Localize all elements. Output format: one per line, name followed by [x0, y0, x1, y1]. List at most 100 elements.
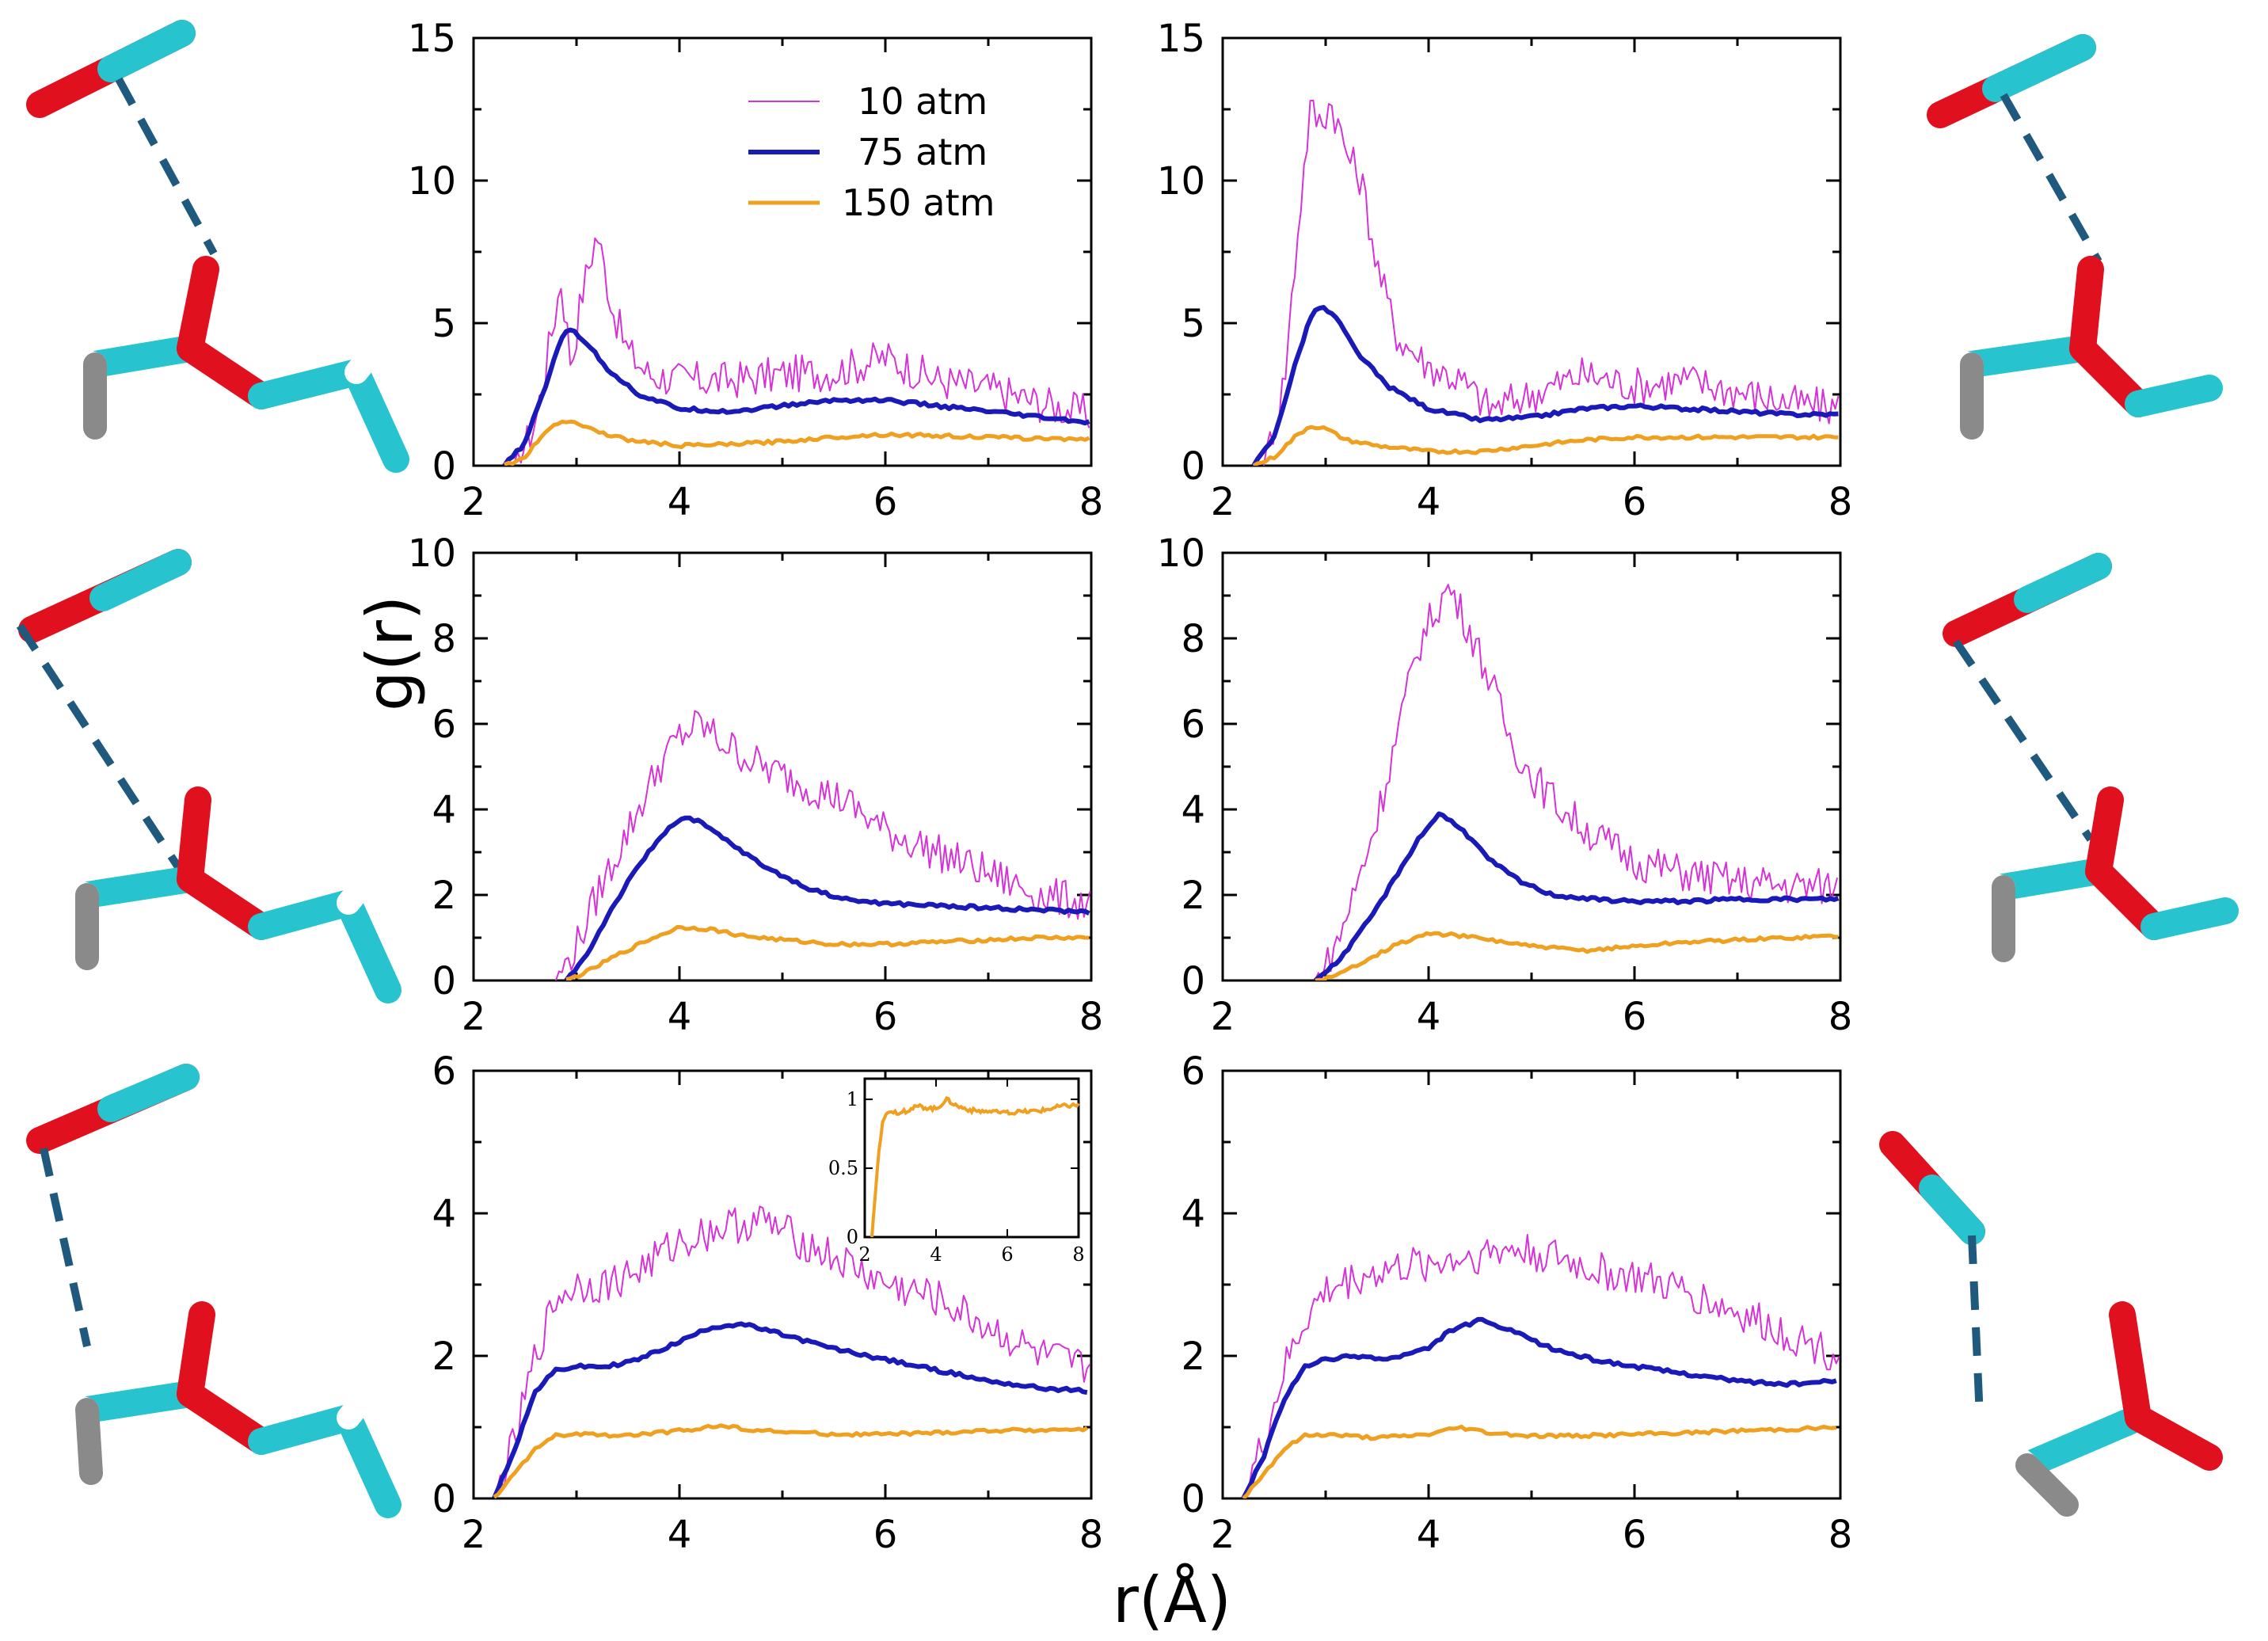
y-tick-label: 10: [408, 531, 456, 576]
inset-frame: [863, 1077, 1080, 1239]
series-line-75-atm: [1251, 305, 1839, 466]
series-line-150-atm: [1315, 931, 1839, 980]
x-tick-label: 8: [1828, 480, 1853, 524]
series-line-150-atm: [503, 419, 1090, 466]
series-line-75-atm: [502, 327, 1090, 466]
y-tick-label: 0: [432, 444, 456, 489]
y-tick-label: 5: [1181, 302, 1205, 346]
molecule-right-2: [1943, 553, 2239, 962]
x-tick-label: 6: [1623, 1513, 1647, 1557]
x-tick-label: 2: [462, 995, 486, 1039]
x-tick-label: 4: [668, 995, 692, 1039]
x-tick-label: 4: [668, 480, 692, 524]
y-tick-label: 4: [432, 1192, 456, 1236]
x-tick-label: 6: [1623, 480, 1647, 524]
inset-x-tick-label: 4: [930, 1243, 942, 1266]
y-tick-label: 6: [1181, 1049, 1205, 1094]
x-tick-label: 8: [1828, 995, 1853, 1039]
y-tick-label: 2: [1181, 874, 1205, 918]
y-tick-label: 2: [1181, 1335, 1205, 1379]
y-tick-label: 0: [1181, 444, 1205, 489]
y-tick-label: 8: [432, 617, 456, 661]
y-tick-label: 5: [432, 302, 456, 346]
x-tick-label: 8: [1079, 1513, 1104, 1557]
x-tick-label: 6: [1623, 995, 1647, 1039]
series-line-150-atm: [1252, 425, 1839, 466]
x-tick-label: 4: [1417, 480, 1441, 524]
inset-y-tick-label: 1: [847, 1088, 858, 1110]
legend: 10 atm 75 atm 150 atm: [748, 80, 995, 224]
y-tick-label: 10: [1157, 531, 1205, 576]
molecule-left-3: [26, 1064, 401, 1518]
x-tick-label: 4: [1417, 995, 1441, 1039]
x-tick-label: 2: [1211, 480, 1235, 524]
legend-label-10atm: 10 atm: [858, 80, 987, 123]
x-tick-label: 8: [1828, 1513, 1853, 1557]
y-tick-label: 15: [1157, 17, 1205, 61]
series-line-75-atm: [1313, 811, 1840, 980]
y-tick-label: 2: [432, 1335, 456, 1379]
panel-1: 2 4 6 8 0 5 10 15: [408, 17, 1103, 524]
x-tick-label: 8: [1079, 995, 1104, 1039]
x-tick-label: 6: [873, 480, 898, 524]
x-tick-label: 8: [1079, 480, 1104, 524]
series-line-10-atm: [1263, 99, 1840, 466]
legend-label-150atm: 150 atm: [842, 181, 995, 224]
y-tick-label: 4: [1181, 1192, 1205, 1236]
series-line-75-atm: [492, 1321, 1088, 1498]
series-line-75-atm: [564, 815, 1090, 980]
x-axis-label: r(Å): [1113, 1563, 1231, 1637]
x-tick-label: 2: [462, 480, 486, 524]
y-tick-label: 4: [1181, 788, 1205, 832]
inset-y-tick-label: 0.5: [828, 1157, 858, 1179]
y-axis-label: g(r): [353, 596, 427, 711]
series-line-150-atm: [565, 924, 1090, 980]
series-line-10-atm: [1242, 1234, 1840, 1498]
series-line-75-atm: [1241, 1316, 1837, 1498]
x-tick-label: 6: [873, 995, 898, 1039]
x-tick-label: 4: [1417, 1513, 1441, 1557]
y-tick-label: 0: [1181, 959, 1205, 1003]
inset-x-tick-label: 2: [858, 1243, 870, 1266]
y-tick-label: 6: [432, 702, 456, 747]
inset-y-tick-label: 0: [847, 1226, 858, 1248]
legend-label-75atm: 75 atm: [858, 131, 987, 173]
y-tick-label: 8: [1181, 617, 1205, 661]
y-tick-label: 10: [1157, 159, 1205, 204]
inset-x-tick-label: 8: [1072, 1243, 1084, 1266]
molecule-right-1: [1912, 34, 2223, 440]
y-tick-label: 0: [432, 959, 456, 1003]
molecule-left-1: [26, 20, 409, 473]
inset-series-line-150-atm: [870, 1095, 1080, 1238]
y-tick-label: 0: [1181, 1477, 1205, 1521]
molecule-left-2: [16, 549, 401, 1003]
plot-frame: [1221, 36, 1842, 467]
series-line-10-atm: [555, 710, 1091, 980]
x-tick-label: 2: [1211, 1513, 1235, 1557]
inset-x-tick-label: 6: [1001, 1243, 1013, 1266]
x-tick-label: 2: [1211, 995, 1235, 1039]
series-line-10-atm: [1315, 584, 1839, 980]
x-tick-label: 4: [668, 1513, 692, 1557]
series-line-150-atm: [493, 1423, 1089, 1498]
series-line-10-atm: [493, 1205, 1091, 1495]
panel-2: 2 4 6 8 0 5 10 15: [1157, 17, 1852, 524]
y-tick-label: 0: [432, 1477, 456, 1521]
series-line-150-atm: [1242, 1424, 1837, 1498]
series-line-10-atm: [514, 237, 1090, 464]
y-tick-label: 10: [408, 159, 456, 204]
plot-frame: [1221, 551, 1842, 982]
y-tick-label: 2: [432, 874, 456, 918]
y-tick-label: 4: [432, 788, 456, 832]
x-tick-label: 2: [462, 1513, 486, 1557]
y-tick-label: 15: [408, 17, 456, 61]
inset-panel-5: 2 4 6 8 0 0.5 1: [828, 1077, 1085, 1266]
molecule-right-3: [1879, 1131, 2223, 1525]
y-tick-label: 6: [1181, 702, 1205, 747]
x-tick-label: 6: [873, 1513, 898, 1557]
